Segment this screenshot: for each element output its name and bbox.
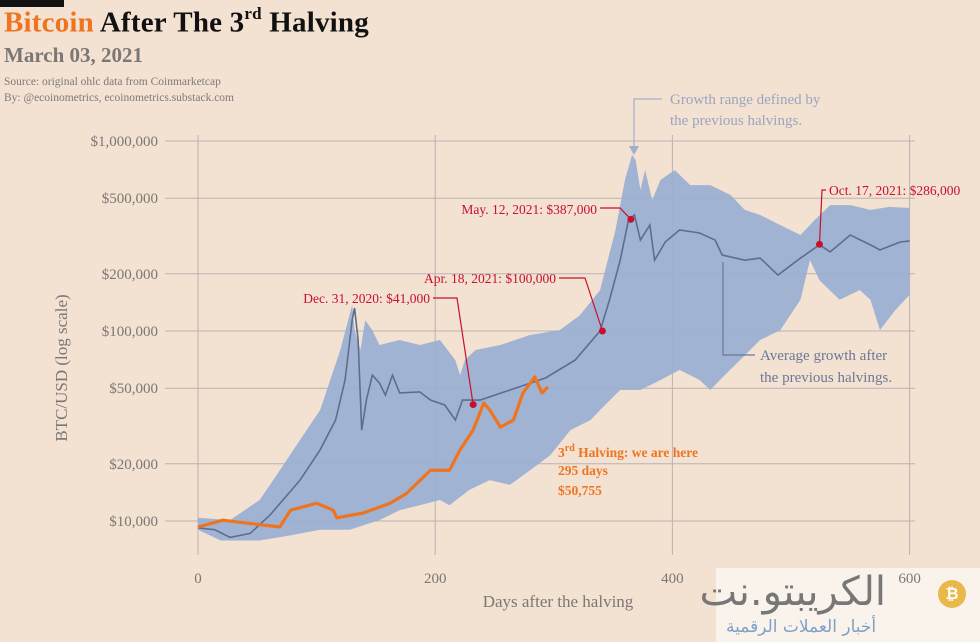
average-note-leader: [722, 262, 755, 356]
annotation-label: Dec. 31, 2020: $41,000: [303, 291, 430, 306]
y-axis-label: BTC/USD (log scale): [52, 294, 71, 441]
y-tick-label: $100,000: [102, 324, 158, 340]
y-tick-label: $1,000,000: [91, 134, 159, 150]
byline-text: By: @ecoinometrics, ecoinometrics.substa…: [4, 92, 234, 104]
title-rest: After The 3: [99, 6, 245, 39]
current-price: $50,755: [558, 483, 602, 498]
title-end: Halving: [269, 6, 369, 39]
chart-subtitle: March 03, 2021: [4, 43, 144, 67]
current-label-sup: rd: [565, 443, 575, 454]
annotation-leader: [818, 189, 826, 245]
annotation-label: Oct. 17, 2021: $286,000: [829, 183, 960, 198]
annotation-leader: [559, 277, 603, 332]
x-tick-label: 200: [424, 571, 447, 587]
current-label-prefix: 3: [558, 445, 565, 460]
x-tick-label: 400: [661, 571, 684, 587]
current-position-label: 3rd Halving: we are here: [558, 443, 698, 460]
source-text: Source: original ohlc data from Coinmark…: [4, 76, 221, 88]
growth-range-band: [198, 154, 910, 541]
current-label-rest: Halving: we are here: [575, 445, 698, 460]
y-tick-label: $20,000: [109, 457, 158, 473]
y-tick-label: $200,000: [102, 267, 158, 283]
arrow-down-icon: [629, 146, 639, 155]
x-axis-label: Days after the halving: [483, 592, 634, 611]
x-tick-label: 600: [898, 571, 921, 587]
third-halving-line: [197, 375, 550, 529]
annotation-dot: [598, 327, 606, 335]
title-sup: rd: [244, 4, 262, 23]
watermark-name: الكريبتو.نت: [699, 569, 886, 615]
x-tick-label: 0: [194, 571, 202, 587]
chart-title: Bitcoin After The 3rd Halving: [4, 4, 369, 40]
watermark-logo: الكريبتو.نت ₿ أخبار العملات الرقمية: [699, 568, 980, 642]
bitcoin-coin-icon: ₿: [938, 580, 966, 608]
average-note-line2: the previous halvings.: [760, 370, 892, 386]
y-tick-label: $500,000: [102, 191, 158, 207]
current-days: 295 days: [558, 463, 608, 478]
watermark-tagline: أخبار العملات الرقمية: [726, 617, 877, 637]
band-note-line2: the previous halvings.: [670, 113, 802, 129]
annotation-dot: [815, 240, 823, 248]
annotation-dot: [469, 401, 477, 409]
title-brand: Bitcoin: [4, 6, 95, 39]
annotation-dot: [627, 215, 635, 223]
average-note-line1: Average growth after: [760, 348, 887, 364]
band-note-line1: Growth range defined by: [670, 92, 821, 108]
annotation-leader: [433, 297, 474, 405]
annotation-label: May. 12, 2021: $387,000: [461, 202, 597, 217]
top-black-bar: [0, 0, 64, 7]
y-tick-label: $10,000: [109, 514, 158, 530]
y-tick-label: $50,000: [109, 381, 158, 397]
source-block: Source: original ohlc data from Coinmark…: [4, 74, 234, 106]
annotation-label: Apr. 18, 2021: $100,000: [424, 271, 556, 286]
band-note-leader: [633, 98, 662, 148]
annotation-leader: [600, 207, 632, 220]
